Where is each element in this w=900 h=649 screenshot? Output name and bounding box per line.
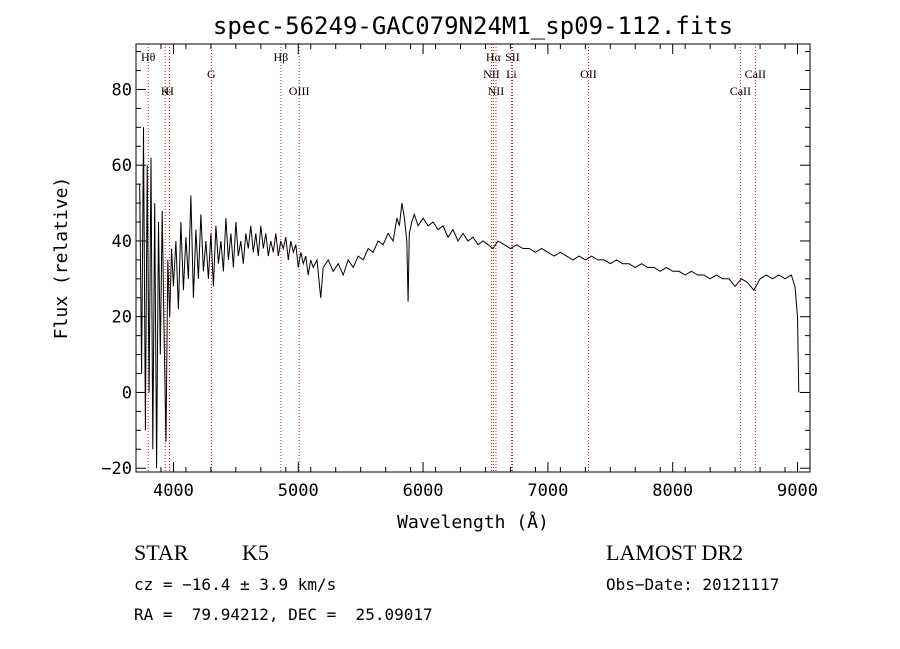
x-tick-label: 9000 (777, 481, 818, 501)
y-axis-label: Flux (relative) (51, 177, 72, 340)
spectral-line-label: OIII (289, 84, 310, 98)
x-tick-label: 7000 (527, 481, 568, 501)
spectral-line-label: Hθ (141, 50, 156, 64)
y-tick-label: 60 (112, 156, 132, 176)
spectral-line-label: Li (506, 67, 517, 81)
spectral-line-label: Hβ (274, 50, 289, 64)
spectrum-line (139, 127, 800, 469)
y-tick-label: 20 (112, 308, 132, 328)
coordinates: RA = 79.94212, DEC = 25.09017 (134, 605, 433, 624)
survey-name: LAMOST DR2 (606, 540, 743, 565)
y-tick-label: 40 (112, 232, 132, 252)
y-tick-label: −20 (101, 459, 132, 479)
axis-ticks: 4000 5000 6000 7000 8000 9000 −20 0 20 40 60 80 (101, 44, 818, 501)
x-tick-label: 5000 (278, 481, 319, 501)
chart-title: spec-56249-GAC079N24M1_sp09-112.fits (213, 12, 733, 40)
spectral-line-label: CaII (745, 67, 766, 81)
spectral-line-label: G (207, 67, 216, 81)
spectral-line-label: H (165, 84, 174, 98)
spectral-line-label: NII (483, 67, 500, 81)
plot-frame (135, 43, 811, 473)
x-tick-label: 4000 (153, 481, 194, 501)
x-tick-label: 6000 (403, 481, 444, 501)
object-class: STAR (134, 540, 189, 565)
spectral-line-label: NII (488, 84, 505, 98)
spectral-line-label: SII (505, 50, 520, 64)
observation-date: Obs−Date: 20121117 (606, 575, 779, 594)
object-subclass: K5 (242, 540, 269, 565)
spectral-line-label: K (161, 84, 170, 98)
spectral-line-label: Hα (486, 50, 502, 64)
spectral-line-label: OII (580, 67, 597, 81)
spectral-line-label: CaII (730, 84, 751, 98)
y-tick-label: 80 (112, 80, 132, 100)
redshift-cz: cz = −16.4 ± 3.9 km/s (134, 575, 336, 594)
y-tick-label: 0 (122, 383, 132, 403)
x-axis-label: Wavelength (Å) (397, 511, 549, 533)
x-tick-label: 8000 (652, 481, 693, 501)
